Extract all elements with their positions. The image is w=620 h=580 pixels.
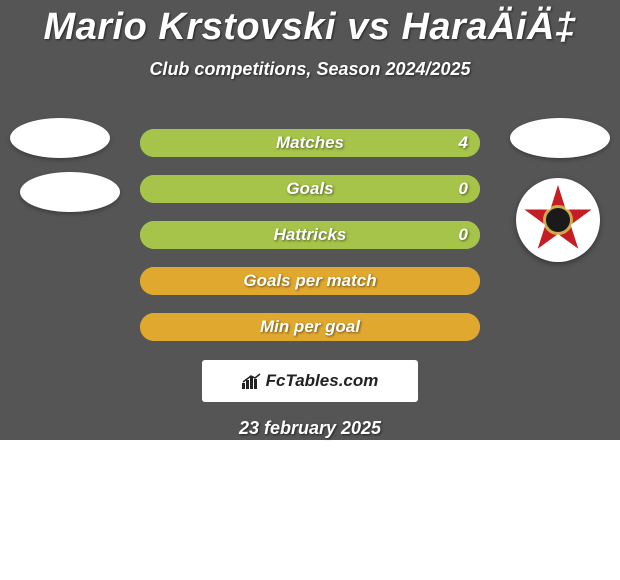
stat-row: Goals per match	[0, 258, 620, 304]
stat-row: Goals0	[0, 166, 620, 212]
stat-bar: Min per goal	[140, 313, 480, 341]
stat-bar: Goals per match	[140, 267, 480, 295]
page-title: Mario Krstovski vs HaraÄiÄ‡	[0, 0, 620, 49]
stat-value-right: 0	[459, 175, 468, 203]
stat-label: Matches	[140, 129, 480, 157]
stat-bar: Hattricks0	[140, 221, 480, 249]
stat-label: Min per goal	[140, 313, 480, 341]
stat-bar: Matches4	[140, 129, 480, 157]
content-container: Mario Krstovski vs HaraÄiÄ‡ Club competi…	[0, 0, 620, 439]
footer-date: 23 february 2025	[0, 418, 620, 439]
stat-label: Goals	[140, 175, 480, 203]
stat-value-right: 4	[459, 129, 468, 157]
stats-chart: Matches4Goals0Hattricks0Goals per matchM…	[0, 120, 620, 350]
stat-row: Min per goal	[0, 304, 620, 350]
stat-value-right: 0	[459, 221, 468, 249]
attribution-chart-icon	[242, 373, 262, 389]
stat-label: Hattricks	[140, 221, 480, 249]
attribution-text: FcTables.com	[266, 371, 379, 391]
stat-row: Hattricks0	[0, 212, 620, 258]
stat-label: Goals per match	[140, 267, 480, 295]
background-bottom	[0, 440, 620, 580]
stat-row: Matches4	[0, 120, 620, 166]
page-subtitle: Club competitions, Season 2024/2025	[0, 59, 620, 80]
attribution-badge: FcTables.com	[202, 360, 418, 402]
stat-bar: Goals0	[140, 175, 480, 203]
